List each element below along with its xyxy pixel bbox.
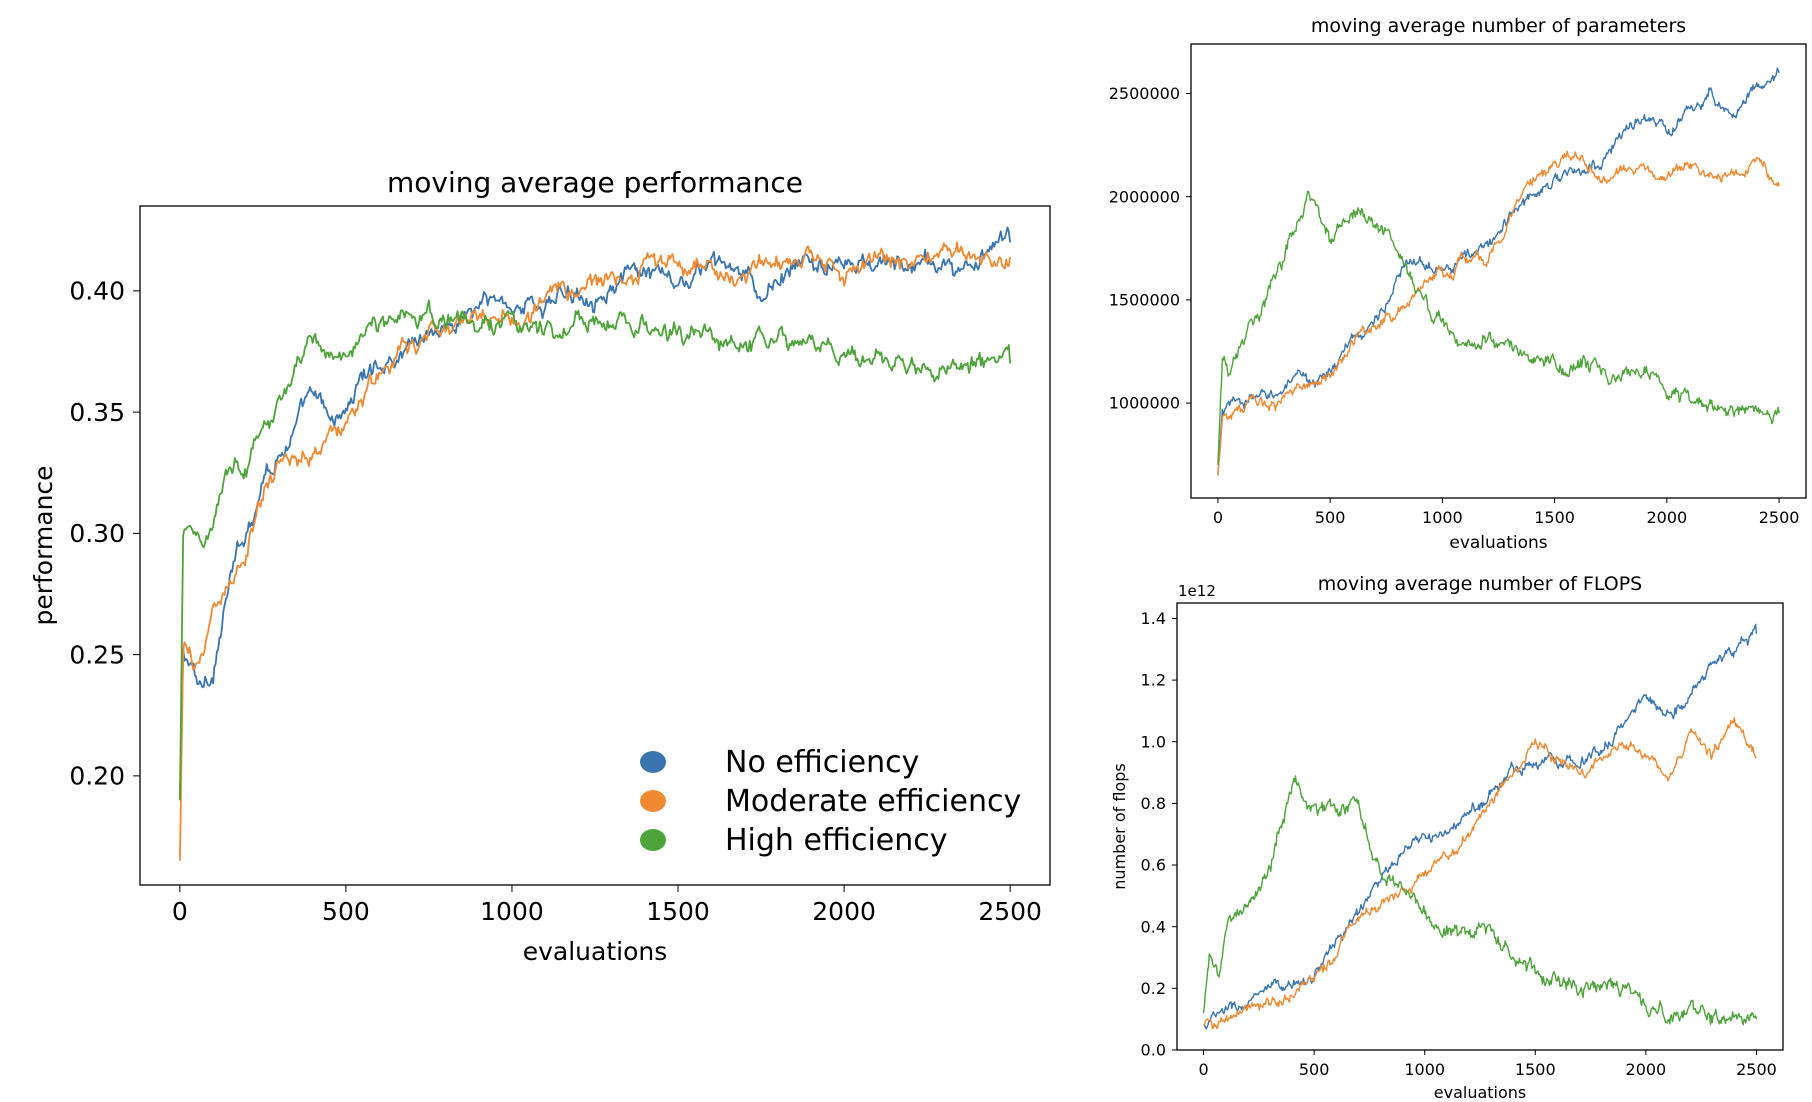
parameters-x-tick-label: 500 [1315, 508, 1346, 527]
parameters-plot-frame [1190, 43, 1807, 499]
flops-chart: 0 500 1000 1500 2000 2500 0.0 0.2 0.4 0.6 0.8 1.0 1.… [1110, 573, 1784, 1102]
performance-x-tick-label: 500 [322, 897, 370, 926]
flops-series-line [1203, 717, 1757, 1030]
legend-label: High efficiency [725, 823, 948, 858]
performance-x-tick-label: 1000 [480, 897, 544, 926]
parameters-series-line [1217, 67, 1780, 476]
flops-y-axis-label: number of flops [1110, 763, 1129, 889]
flops-x-tick-label: 1500 [1515, 1060, 1556, 1079]
performance-series-line [179, 299, 1011, 801]
parameters-x-tick-label: 0 [1213, 508, 1223, 527]
parameters-y-tick-label: 2500000 [1109, 84, 1180, 103]
flops-series-lines [1202, 623, 1758, 1030]
parameters-y-tick-label: 1500000 [1109, 290, 1180, 309]
legend-marker [640, 751, 666, 773]
flops-y-tick-label: 0.2 [1141, 979, 1166, 998]
flops-y-tick-label: 1.0 [1141, 732, 1166, 751]
performance-series-line [179, 226, 1011, 801]
legend-label: Moderate efficiency [725, 784, 1021, 819]
performance-plot-frame [139, 205, 1051, 886]
parameters-y-tick-label: 1000000 [1109, 394, 1180, 413]
performance-y-tick-label: 0.35 [69, 398, 125, 427]
flops-series-line [1202, 775, 1758, 1026]
legend-label: No efficiency [725, 745, 919, 780]
performance-x-axis-label: evaluations [523, 937, 668, 966]
legend-marker [640, 790, 666, 812]
flops-y-tick-label: 0.4 [1141, 917, 1166, 936]
performance-x-tick-label: 1500 [646, 897, 710, 926]
parameters-x-tick-label: 1000 [1422, 508, 1463, 527]
flops-x-tick-label: 0 [1198, 1060, 1208, 1079]
parameters-chart-title: moving average number of parameters [1311, 15, 1686, 37]
parameters-series-line [1217, 190, 1780, 466]
performance-y-tick-label: 0.30 [69, 519, 125, 548]
flops-x-axis-label: evaluations [1434, 1083, 1527, 1102]
parameters-y-tick-label: 2000000 [1109, 187, 1180, 206]
flops-x-tick-label: 2000 [1626, 1060, 1667, 1079]
parameters-series-lines [1217, 67, 1780, 476]
parameters-x-tick-label: 1500 [1534, 508, 1575, 527]
flops-x-tick-label: 500 [1299, 1060, 1330, 1079]
performance-chart-title: moving average performance [387, 166, 803, 199]
parameters-x-axis-label: evaluations [1449, 533, 1547, 553]
performance-y-tick-label: 0.20 [69, 762, 125, 791]
parameters-series-line [1217, 150, 1780, 476]
flops-y-tick-label: 1.4 [1141, 609, 1166, 628]
performance-series-lines [179, 226, 1011, 861]
performance-y-tick-label: 0.40 [69, 277, 125, 306]
performance-x-tick-label: 0 [172, 897, 188, 926]
flops-y-tick-label: 1.2 [1141, 671, 1166, 690]
flops-y-tick-label: 0.8 [1141, 794, 1166, 813]
performance-x-tick-label: 2500 [978, 897, 1042, 926]
performance-series-line [179, 241, 1011, 861]
parameters-x-tick-label: 2500 [1759, 508, 1800, 527]
performance-chart: 0 500 1000 1500 2000 2500 0.20 0.25 0.30 0.35 0.40… [29, 166, 1051, 966]
legend: No efficiency Moderate efficiency High eff… [640, 745, 1021, 858]
flops-y-tick-label: 0.0 [1141, 1041, 1166, 1060]
flops-y-tick-label: 0.6 [1141, 856, 1166, 875]
flops-chart-title: moving average number of FLOPS [1318, 573, 1642, 595]
flops-series-line [1203, 623, 1758, 1030]
parameters-chart: 0 500 1000 1500 2000 2500 1000000 1500000 200000… [1109, 15, 1807, 553]
flops-scale-label: 1e12 [1178, 582, 1216, 600]
parameters-x-tick-label: 2000 [1646, 508, 1687, 527]
performance-y-axis-label: performance [29, 465, 58, 625]
flops-x-tick-label: 1000 [1404, 1060, 1445, 1079]
performance-x-tick-label: 2000 [812, 897, 876, 926]
flops-plot-frame [1176, 602, 1784, 1051]
performance-y-tick-label: 0.25 [69, 640, 125, 669]
flops-x-tick-label: 2500 [1736, 1060, 1777, 1079]
legend-marker [640, 829, 666, 851]
